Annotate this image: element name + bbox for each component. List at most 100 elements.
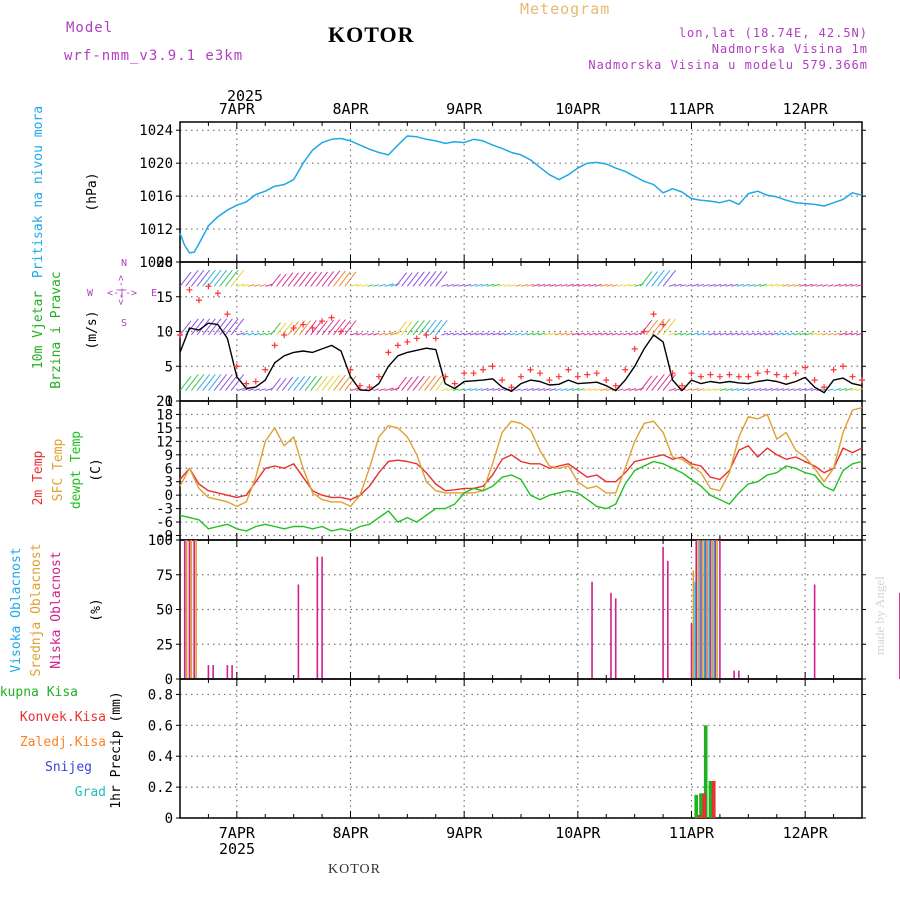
wind-gust-marker bbox=[574, 373, 581, 380]
day-label-top: 9APR bbox=[446, 100, 483, 118]
wind-barb bbox=[810, 284, 818, 287]
wind-gust-marker bbox=[413, 335, 420, 342]
y-tick-label: 18 bbox=[156, 407, 173, 423]
wind-barb bbox=[242, 332, 249, 336]
wind-barb bbox=[526, 332, 534, 336]
wind-barb bbox=[429, 375, 443, 391]
wind-barb bbox=[560, 332, 568, 336]
wind-barb bbox=[532, 332, 540, 336]
wind-barb bbox=[765, 332, 773, 336]
wind-barb bbox=[600, 283, 608, 287]
wind-dir-n: N bbox=[121, 258, 127, 269]
wind-barb bbox=[458, 332, 465, 336]
wind-barb bbox=[532, 283, 540, 287]
precip-legend-1: Konvek.Kisa bbox=[20, 710, 106, 725]
wind-gust-marker bbox=[518, 373, 524, 380]
bottom-station-label: KOTOR bbox=[328, 862, 381, 877]
y-tick-label: 15 bbox=[156, 421, 173, 437]
wind-barb bbox=[691, 388, 699, 392]
wind-barb bbox=[418, 271, 431, 287]
y-tick-label: -6 bbox=[156, 515, 173, 531]
wind-gust-marker bbox=[489, 363, 496, 370]
wind-barb bbox=[589, 283, 597, 287]
wind-barb bbox=[338, 375, 351, 391]
wind-barb bbox=[276, 273, 287, 287]
wind-gust-marker bbox=[224, 311, 231, 318]
wind-barb bbox=[298, 375, 312, 391]
wind-barb bbox=[719, 283, 727, 287]
wind-gust-marker bbox=[745, 373, 752, 380]
wind-barb bbox=[344, 271, 357, 287]
wind-barb bbox=[793, 283, 801, 287]
wind-gust-marker bbox=[811, 377, 818, 384]
wind-barb bbox=[219, 374, 233, 391]
cloud-title-low: Niska Oblacnost bbox=[49, 551, 64, 668]
wind-barb bbox=[793, 388, 801, 392]
wind-barb bbox=[776, 332, 784, 336]
wind-dir-e: E bbox=[151, 288, 157, 299]
wind-barb bbox=[219, 269, 233, 287]
wind-barb bbox=[697, 283, 704, 287]
wind-barb bbox=[327, 374, 341, 391]
wind-barb bbox=[367, 284, 374, 287]
wind-barb bbox=[759, 388, 767, 392]
wind-barb bbox=[833, 388, 841, 392]
wind-barb bbox=[446, 283, 454, 287]
precip-bar-precip_conv bbox=[702, 793, 707, 818]
wind-barb bbox=[679, 284, 686, 287]
wind-barb bbox=[702, 332, 710, 336]
wind-gust-marker bbox=[726, 371, 733, 378]
wind-barb bbox=[566, 283, 574, 287]
wind-barb bbox=[429, 271, 443, 287]
wind-barb bbox=[236, 283, 245, 287]
wind-barb bbox=[327, 270, 341, 287]
wind-gust-marker bbox=[764, 368, 771, 375]
wind-gust-marker bbox=[328, 314, 335, 321]
wind-barb bbox=[583, 388, 591, 392]
wind-barb bbox=[464, 388, 472, 392]
wind-barb bbox=[481, 283, 489, 287]
wind-barb bbox=[639, 319, 653, 336]
wind-barb bbox=[469, 388, 478, 392]
wind-barb bbox=[742, 332, 750, 336]
wind-barb bbox=[321, 271, 335, 287]
wind-barb bbox=[816, 332, 823, 336]
wind-barb bbox=[333, 270, 346, 287]
wind-barb bbox=[685, 332, 692, 336]
wind-gust-marker bbox=[290, 325, 297, 332]
wind-barb bbox=[225, 318, 239, 336]
y-tick-label: 0 bbox=[165, 811, 173, 827]
wind-barb bbox=[281, 376, 294, 391]
wind-barb bbox=[520, 283, 528, 287]
lonlat-label: lon,lat (18.74E, 42.5N) bbox=[678, 26, 868, 40]
wind-barb bbox=[373, 332, 380, 336]
wind-gust-marker bbox=[622, 366, 629, 373]
wind-barb bbox=[577, 388, 585, 392]
wind-barb bbox=[253, 332, 261, 336]
wind-barb bbox=[196, 269, 211, 287]
wind-barb bbox=[623, 283, 631, 287]
wind-barb bbox=[498, 284, 505, 287]
wind-barb bbox=[594, 388, 602, 392]
model-value: wrf-nmm_v3.9.1 e3km bbox=[64, 48, 244, 64]
wind-barb bbox=[350, 283, 359, 287]
wind-barb bbox=[731, 388, 739, 392]
wind-barb bbox=[799, 388, 807, 392]
wind-barb bbox=[537, 388, 546, 392]
wind-barb bbox=[458, 388, 465, 392]
wind-gust-marker bbox=[394, 342, 401, 349]
wind-gust-marker bbox=[385, 349, 392, 356]
meteogram-label: Meteogram bbox=[520, 0, 611, 18]
wind-barb bbox=[617, 284, 624, 287]
wind-barb bbox=[213, 374, 228, 391]
wind-barb bbox=[406, 320, 419, 336]
wind-barb bbox=[816, 284, 823, 287]
wind-barb bbox=[611, 284, 618, 287]
temp-title-dewpt: dewpt Temp bbox=[69, 431, 84, 509]
wind-barb bbox=[265, 388, 273, 392]
wind-barb bbox=[435, 271, 448, 287]
wind-barb bbox=[805, 332, 813, 336]
wind-barb bbox=[498, 332, 505, 336]
wind-gust-marker bbox=[347, 366, 354, 373]
wind-barb bbox=[520, 388, 528, 392]
